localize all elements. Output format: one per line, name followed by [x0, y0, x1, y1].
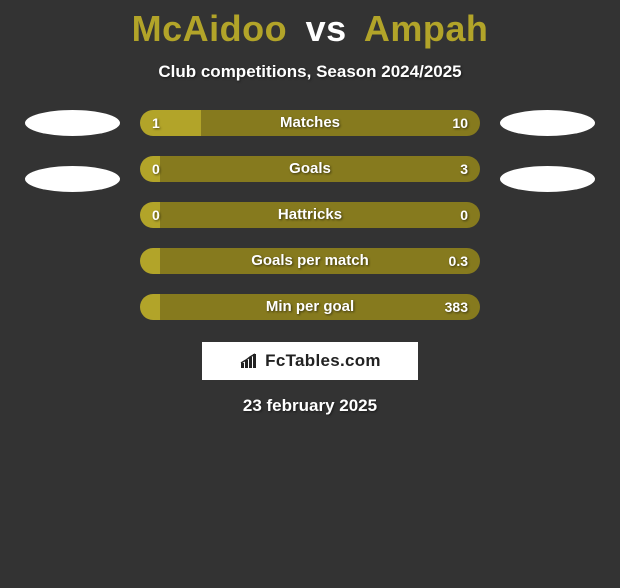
- stat-row: 1Matches10: [140, 110, 480, 136]
- stat-label: Goals per match: [140, 248, 480, 274]
- bars-chart-icon: [239, 352, 261, 370]
- left-logos-col: [25, 110, 120, 192]
- title-player1: McAidoo: [132, 8, 287, 49]
- stat-label: Goals: [140, 156, 480, 182]
- team-logo-placeholder: [25, 166, 120, 192]
- stat-row: Min per goal383: [140, 294, 480, 320]
- stat-value-right: 3: [460, 156, 468, 182]
- stat-value-right: 383: [445, 294, 468, 320]
- brand-text: FcTables.com: [265, 351, 381, 371]
- subtitle: Club competitions, Season 2024/2025: [0, 62, 620, 82]
- stat-row: 0Hattricks0: [140, 202, 480, 228]
- stats-area: 1Matches100Goals30Hattricks0Goals per ma…: [0, 110, 620, 320]
- brand-badge: FcTables.com: [202, 342, 418, 380]
- date-text: 23 february 2025: [0, 396, 620, 416]
- team-logo-placeholder: [500, 166, 595, 192]
- stat-label: Matches: [140, 110, 480, 136]
- right-logos-col: [500, 110, 595, 192]
- stat-label: Min per goal: [140, 294, 480, 320]
- stat-bars: 1Matches100Goals30Hattricks0Goals per ma…: [140, 110, 480, 320]
- title-vs: vs: [306, 8, 347, 49]
- title-player2: Ampah: [364, 8, 489, 49]
- stat-row: Goals per match0.3: [140, 248, 480, 274]
- stat-value-right: 0: [460, 202, 468, 228]
- stat-value-right: 0.3: [449, 248, 468, 274]
- page-title: McAidoo vs Ampah: [0, 8, 620, 50]
- stat-value-right: 10: [452, 110, 468, 136]
- team-logo-placeholder: [25, 110, 120, 136]
- stat-row: 0Goals3: [140, 156, 480, 182]
- team-logo-placeholder: [500, 110, 595, 136]
- stat-label: Hattricks: [140, 202, 480, 228]
